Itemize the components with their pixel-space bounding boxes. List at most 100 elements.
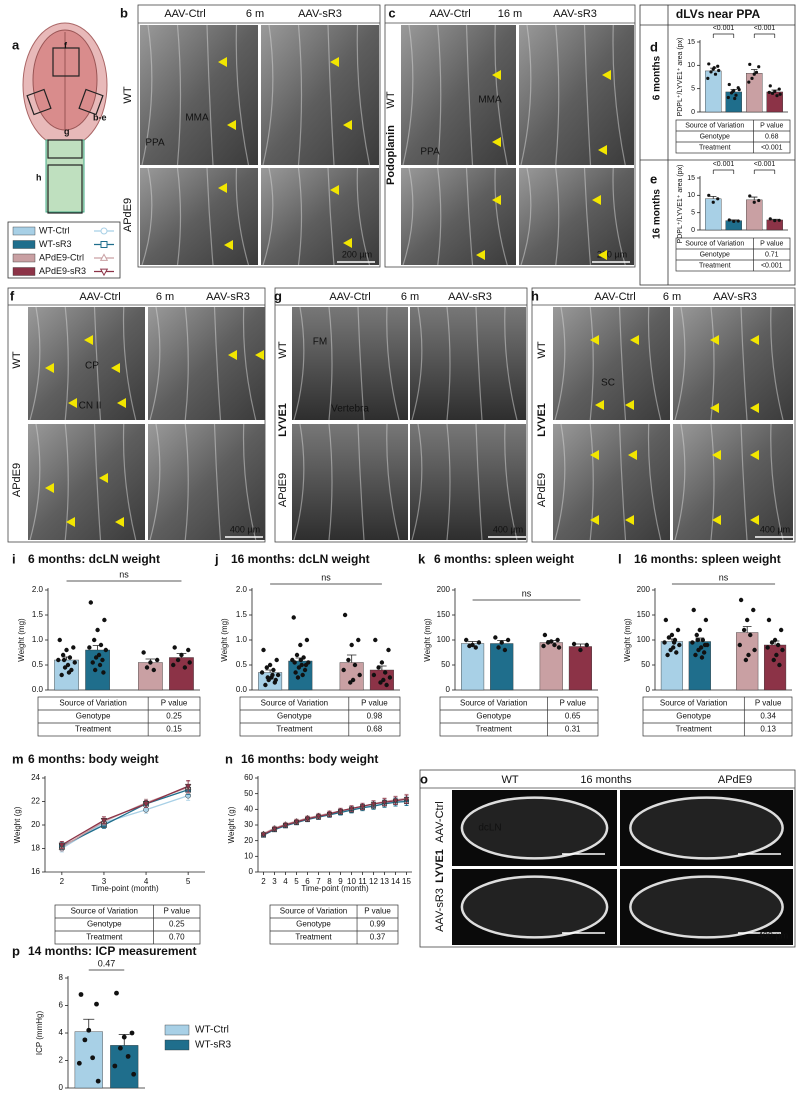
marker [143, 806, 149, 813]
panel-header: AAV-Ctrl [429, 8, 470, 20]
vessel [149, 423, 161, 541]
panel-frame [384, 4, 636, 268]
panel-letter: j [214, 551, 219, 566]
scale-bar-label: 200 µm [342, 249, 372, 259]
arrowhead [343, 238, 352, 248]
arrowhead [99, 473, 108, 483]
marker [403, 797, 410, 803]
arrowhead [625, 515, 634, 525]
arrowhead [628, 450, 637, 460]
data-point [90, 1055, 96, 1061]
data-point [76, 1060, 82, 1066]
legend-label: WT-Ctrl [39, 225, 70, 235]
stain-label: LYVE1 [277, 403, 289, 437]
table-cell: Source of Variation [660, 699, 727, 708]
data-point [356, 637, 361, 643]
chart-title: 14 months: ICP measurement [28, 944, 197, 958]
x-tick-label: 4 [144, 877, 149, 886]
marker [260, 832, 267, 838]
vessel [206, 167, 214, 266]
table-cell: 0.31 [565, 725, 581, 734]
arrowhead [710, 403, 719, 413]
data-point [56, 657, 61, 663]
y-tick-label: 10 [244, 851, 253, 860]
vessel [297, 24, 303, 166]
vessel [184, 423, 189, 541]
data-point [131, 1071, 137, 1077]
row-label: AAV-sR3 [434, 888, 446, 932]
vessel [262, 24, 274, 166]
data-point [757, 198, 761, 203]
vessel [411, 306, 423, 421]
row-label: WT [277, 341, 289, 358]
vessel [29, 423, 41, 541]
data-point [299, 662, 304, 668]
side-label: 6 months [652, 55, 663, 100]
y-tick-label: 100 [637, 635, 651, 644]
data-point [125, 1053, 131, 1059]
arrowhead [255, 350, 264, 360]
stats-table [269, 904, 399, 945]
data-point [67, 655, 73, 660]
panel-header: 6 m [663, 291, 681, 303]
data-point [777, 87, 781, 91]
vessel [618, 423, 627, 541]
arrowhead [595, 400, 604, 410]
data-point [578, 647, 583, 653]
vessel [740, 306, 748, 421]
micrograph [410, 307, 526, 420]
data-point [700, 637, 706, 643]
region-box [78, 88, 104, 116]
vessel [242, 423, 257, 541]
vessel [235, 167, 250, 266]
y-axis-label: Weight (g) [227, 806, 236, 843]
data-point [298, 657, 303, 663]
panel-letter: c [388, 5, 395, 20]
significance-label: ns [321, 572, 331, 582]
data-point [712, 66, 716, 70]
data-point [750, 76, 754, 80]
data-point [301, 655, 306, 660]
data-point [707, 62, 711, 66]
data-point [103, 647, 109, 653]
data-point [179, 652, 184, 658]
data-point [275, 672, 281, 678]
stats-table [239, 696, 401, 737]
x-tick-label: 4 [283, 877, 288, 886]
y-tick-label: 150 [437, 610, 451, 619]
panel-letter: l [618, 551, 622, 566]
stain-label: LYVE1 [434, 849, 446, 883]
micrograph [553, 424, 670, 540]
data-point [541, 643, 546, 649]
significance-label: ns [522, 588, 532, 598]
vessel [176, 24, 182, 166]
vessel [465, 167, 474, 266]
series-line [61, 795, 189, 850]
arrowhead [45, 363, 54, 373]
x-tick-label: 8 [327, 877, 332, 886]
vessel [262, 167, 274, 266]
data-point [341, 667, 346, 673]
vessel [554, 423, 566, 541]
y-tick-label: 150 [637, 610, 651, 619]
data-point [669, 632, 675, 638]
stats-table [439, 696, 599, 737]
y-tick-label: 15 [687, 39, 695, 46]
y-tick-label: 16 [31, 867, 40, 876]
data-point [780, 647, 785, 653]
chart-title: 6 months: spleen weight [434, 552, 574, 566]
table-cell: P value [164, 907, 191, 916]
legend-label: WT-sR3 [195, 1040, 232, 1051]
annotation: PPA [145, 138, 165, 149]
table-cell: 0.68 [765, 133, 779, 140]
data-point [93, 655, 99, 660]
data-point [772, 637, 778, 643]
vessel [235, 24, 250, 166]
data-point [741, 627, 747, 633]
marker [370, 801, 377, 808]
vessel [297, 167, 303, 266]
data-point [66, 670, 72, 675]
data-point [71, 645, 76, 650]
data-point [376, 665, 381, 670]
